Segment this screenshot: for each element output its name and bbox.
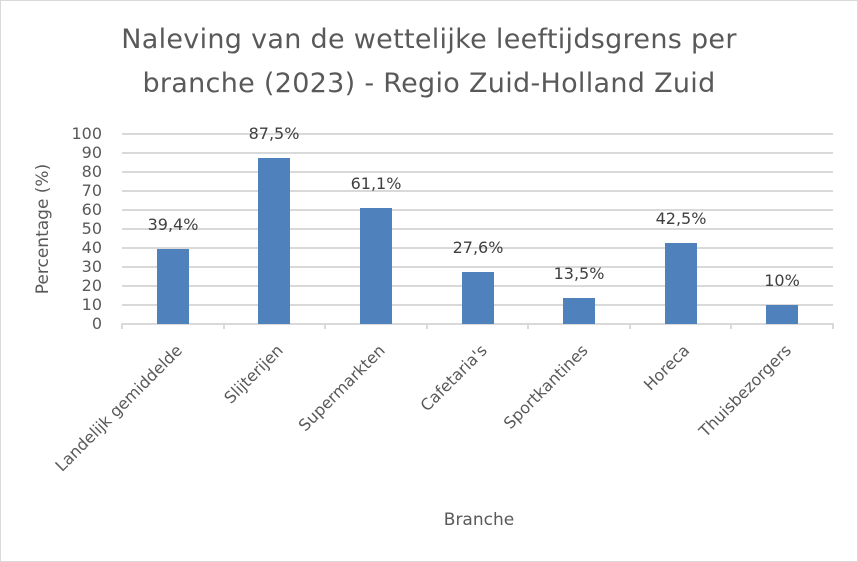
y-tick-label: 10	[81, 295, 102, 314]
y-tick-label: 60	[81, 200, 102, 219]
y-tick-label: 40	[81, 238, 102, 257]
y-axis-title: Percentage (%)	[33, 163, 53, 295]
x-tickmark	[223, 323, 225, 329]
data-label: 10%	[764, 271, 800, 290]
data-label: 39,4%	[147, 215, 199, 234]
x-tickmark	[832, 323, 834, 329]
gridline	[122, 133, 833, 135]
x-tickmark	[121, 323, 123, 329]
y-tick-label: 30	[81, 257, 102, 276]
bar[interactable]	[157, 249, 189, 324]
x-tickmark	[629, 323, 631, 329]
bar[interactable]	[360, 208, 392, 324]
gridline	[122, 209, 833, 211]
data-label: 27,6%	[452, 238, 504, 257]
y-tick-label: 80	[81, 162, 102, 181]
y-tick-label: 70	[81, 181, 102, 200]
x-axis-line	[122, 323, 833, 325]
bar[interactable]	[258, 158, 290, 324]
chart-title-line-1: Naleving van de wettelijke leeftijdsgren…	[121, 24, 737, 55]
gridline	[122, 228, 833, 230]
bar[interactable]	[665, 243, 697, 324]
x-tickmark	[527, 323, 529, 329]
y-tick-label: 20	[81, 276, 102, 295]
chart-title-line-2: branche (2023) - Regio Zuid-Holland Zuid	[142, 68, 716, 99]
chart-title: Naleving van de wettelijke leeftijdsgren…	[0, 18, 858, 106]
bar[interactable]	[462, 272, 494, 324]
data-label: 87,5%	[248, 124, 300, 143]
gridline	[122, 190, 833, 192]
data-label: 61,1%	[350, 174, 402, 193]
gridline	[122, 152, 833, 154]
data-label: 42,5%	[655, 209, 707, 228]
y-tick-label: 50	[81, 219, 102, 238]
gridline	[122, 266, 833, 268]
y-tick-label: 90	[81, 143, 102, 162]
x-tickmark	[324, 323, 326, 329]
data-label: 13,5%	[553, 264, 605, 283]
x-axis-title: Branche	[443, 510, 515, 530]
x-tickmark	[730, 323, 732, 329]
x-tickmark	[426, 323, 428, 329]
gridline	[122, 171, 833, 173]
bar[interactable]	[766, 305, 798, 324]
gridline	[122, 247, 833, 249]
y-tick-label: 100	[71, 124, 102, 143]
y-tick-label: 0	[91, 314, 102, 333]
bar[interactable]	[563, 298, 595, 324]
